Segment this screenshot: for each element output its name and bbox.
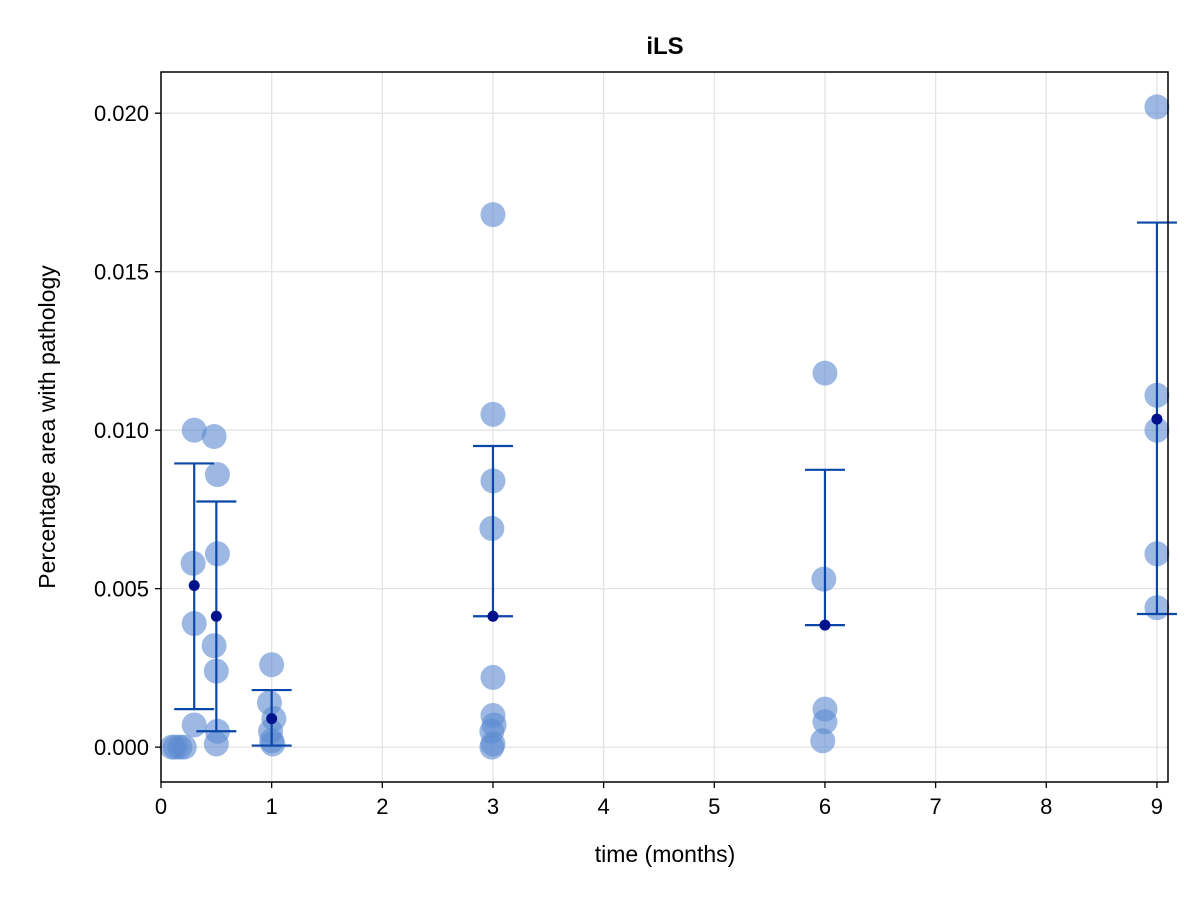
data-point [180,550,206,576]
x-axis-label: time (months) [595,841,736,867]
data-point [480,202,506,228]
data-point [201,424,227,450]
data-point [480,664,506,690]
x-tick-label: 5 [708,794,720,819]
data-point [181,417,207,443]
data-point [181,712,207,738]
x-tick-label: 7 [929,794,941,819]
data-point [171,734,197,760]
mean-markers [188,413,1163,725]
data-point [260,731,286,757]
data-point [203,731,229,757]
y-tick-label: 0.005 [94,577,149,602]
y-axis-ticks: 0.000 0.005 0.010 0.015 0.020 [94,101,161,760]
chart-title: iLS [646,33,683,60]
plot-frame [160,71,1169,783]
data-point [810,728,836,754]
x-tick-label: 8 [1040,794,1052,819]
x-tick-label: 9 [1151,794,1163,819]
data-point [480,401,506,427]
mean-marker [487,610,499,622]
data-point [259,652,285,678]
x-tick-label: 2 [376,794,388,819]
data-point [812,709,838,735]
data-point [204,541,230,567]
y-tick-label: 0.015 [94,260,149,285]
x-tick-label: 0 [155,794,167,819]
x-tick-label: 1 [266,794,278,819]
data-point [1144,94,1170,120]
y-tick-label: 0.000 [94,735,149,760]
x-tick-label: 3 [487,794,499,819]
mean-marker [1151,413,1163,425]
mean-marker [188,579,200,591]
x-tick-label: 6 [819,794,831,819]
data-point [479,734,505,760]
data-point [201,633,227,659]
data-point [811,566,837,592]
y-tick-label: 0.010 [94,418,149,443]
mean-marker [819,619,831,631]
data-point [479,515,505,541]
data-point [204,462,230,488]
y-axis-label: Percentage area with pathology [34,265,60,589]
mean-marker [266,713,278,725]
mean-marker [210,610,222,622]
x-tick-label: 4 [598,794,610,819]
grid [160,72,1168,782]
x-axis-ticks: 0 1 2 3 4 5 6 7 8 9 [155,782,1163,819]
data-point [812,360,838,386]
y-tick-label: 0.020 [94,101,149,126]
